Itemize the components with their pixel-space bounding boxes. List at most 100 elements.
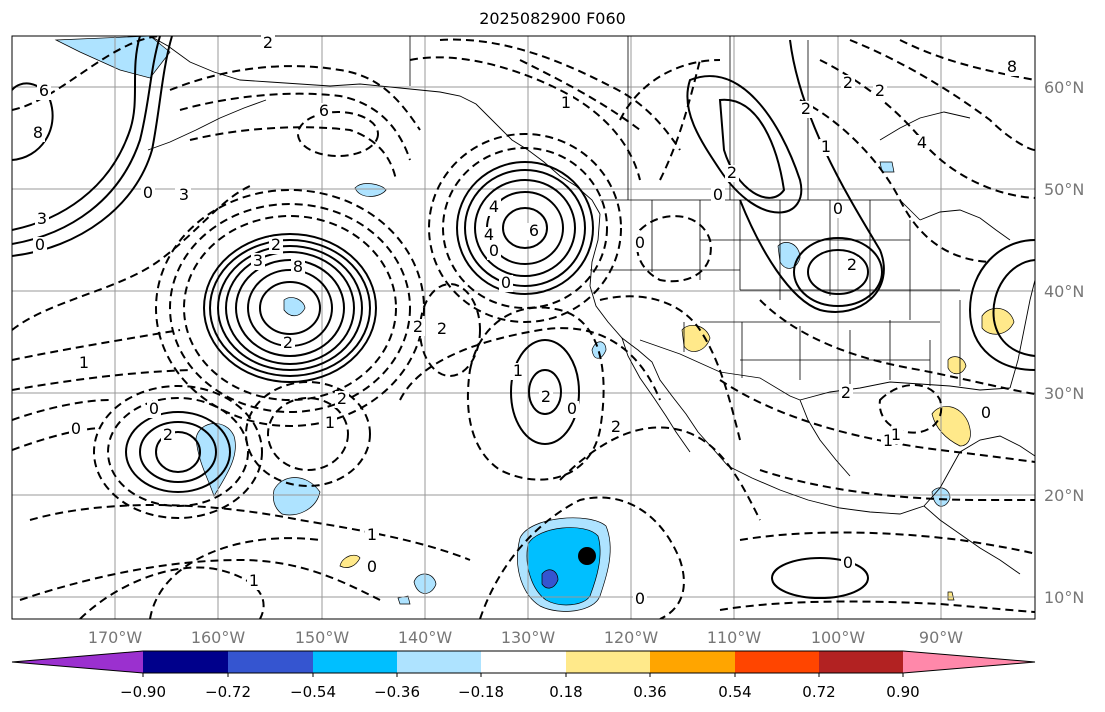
contour-label: 2 bbox=[283, 333, 293, 352]
coast-alaska bbox=[149, 36, 601, 215]
coast-gulf-west bbox=[799, 399, 851, 477]
colorbar-tick-label: 0.54 bbox=[718, 683, 751, 701]
contour-label-bg bbox=[839, 385, 853, 402]
contour-label-bg bbox=[1005, 59, 1019, 76]
dash-34 bbox=[619, 59, 721, 121]
contour-east-low-1 bbox=[807, 249, 869, 295]
colorbar-segment bbox=[313, 651, 397, 673]
contour-label: 1 bbox=[79, 353, 89, 372]
colorbar-segment bbox=[481, 651, 566, 673]
contour-label: 2 bbox=[437, 319, 447, 338]
gridlines bbox=[12, 36, 1035, 619]
contours-dashed bbox=[12, 36, 1035, 619]
contour-label: 0 bbox=[71, 419, 81, 438]
contour-label-bg bbox=[915, 135, 929, 152]
contour-label-bg bbox=[177, 187, 191, 204]
dash-45 bbox=[878, 384, 943, 434]
colorbar-tick-label: −0.90 bbox=[120, 683, 166, 701]
contour-label: 4 bbox=[484, 225, 494, 244]
contour-label-bg bbox=[499, 275, 513, 292]
shade-yellow-4 bbox=[931, 406, 971, 447]
contour-label-bg bbox=[33, 237, 47, 254]
contour-label-bg bbox=[37, 83, 51, 100]
contour-label: 1 bbox=[367, 525, 377, 544]
contour-low-center-7 bbox=[203, 233, 377, 383]
contour-label-bg bbox=[711, 187, 725, 204]
contour-label: 1 bbox=[891, 425, 901, 444]
contour-label: 6 bbox=[319, 101, 329, 120]
shade-yellow-1 bbox=[681, 324, 711, 352]
shade-nw-blue bbox=[54, 36, 171, 79]
longitude-labels: 170°W 160°W 150°W 140°W 130°W 120°W 110°W 100°W… bbox=[88, 628, 963, 647]
lat-label: 30°N bbox=[1044, 384, 1084, 403]
contour-label-bg bbox=[539, 389, 553, 406]
colorbar-tick-label: −0.18 bbox=[458, 683, 504, 701]
colorbar-tick-label: 0.72 bbox=[802, 683, 835, 701]
contour-label-bg bbox=[69, 421, 83, 438]
contour-low-center-6 bbox=[209, 239, 371, 377]
dash-21 bbox=[409, 56, 641, 181]
map-frame bbox=[11, 35, 1036, 620]
coast-mexico bbox=[727, 465, 925, 515]
map-panel bbox=[12, 36, 1035, 619]
dash-2 bbox=[169, 65, 421, 131]
shade-blue-right-1 bbox=[777, 242, 801, 269]
plot-title: 2025082900 F060 bbox=[479, 9, 626, 28]
contour-label: 0 bbox=[635, 589, 645, 608]
contour-label: 1 bbox=[821, 137, 831, 156]
contour-label-bg bbox=[335, 391, 349, 408]
lon-label: 90°W bbox=[919, 628, 963, 647]
dash-6 bbox=[12, 185, 251, 331]
shade-yellow-5 bbox=[339, 554, 361, 568]
colorbar-extend-low bbox=[12, 651, 143, 673]
contour-label-bg bbox=[979, 405, 993, 422]
dash-19 bbox=[442, 147, 608, 309]
borders bbox=[409, 36, 961, 401]
contour-label-bg bbox=[841, 75, 855, 92]
contour-label: 2 bbox=[337, 389, 347, 408]
contour-label: 2 bbox=[271, 235, 281, 254]
coast-baja bbox=[621, 337, 691, 453]
contour-label-bg bbox=[251, 253, 265, 270]
dash-15 bbox=[155, 189, 425, 427]
contour-label-bg bbox=[35, 211, 49, 228]
contour-label-bg bbox=[323, 415, 337, 432]
contour-labels: 2683020362468320402212012031201102001202… bbox=[31, 33, 1019, 608]
dash-24 bbox=[466, 306, 605, 481]
lon-label: 160°W bbox=[191, 628, 246, 647]
colorbar-segment bbox=[735, 651, 819, 673]
lon-label: 140°W bbox=[398, 628, 453, 647]
dash-16 bbox=[267, 397, 349, 471]
contour-label-bg bbox=[559, 95, 573, 112]
contour-label-bg bbox=[317, 103, 331, 120]
contour-label-bg bbox=[31, 125, 45, 142]
contour-label: 3 bbox=[253, 251, 263, 270]
colorbar: −0.90 −0.72 −0.54 −0.36 −0.18 0.18 0.36 0.54 0.7… bbox=[11, 650, 1036, 701]
colorbar-segment bbox=[228, 651, 313, 673]
contour-label-bg bbox=[845, 257, 859, 274]
contour-label: 0 bbox=[35, 235, 45, 254]
contour-label-bg bbox=[889, 427, 903, 444]
contour-low-center-4 bbox=[225, 251, 355, 365]
dash-28 bbox=[79, 566, 265, 619]
contour-label-bg bbox=[819, 139, 833, 156]
contour-label: 0 bbox=[713, 185, 723, 204]
latitude-labels: 60°N 50°N 40°N 30°N 20°N 10°N bbox=[1044, 78, 1084, 607]
contour-label-bg bbox=[141, 185, 155, 202]
shade-blue-small-1 bbox=[354, 183, 387, 197]
contour-label-bg bbox=[161, 427, 175, 444]
contour-label: 0 bbox=[567, 399, 577, 418]
dash-29 bbox=[149, 537, 321, 619]
lat-label: 20°N bbox=[1044, 486, 1084, 505]
colorbar-tick-label: −0.54 bbox=[290, 683, 336, 701]
contour-label: 0 bbox=[367, 557, 377, 576]
contour-label-bg bbox=[527, 223, 541, 240]
dash-42 bbox=[759, 469, 1035, 502]
dash-5 bbox=[297, 111, 379, 157]
contour-nw-1 bbox=[12, 36, 141, 231]
contour-label-bg bbox=[609, 419, 623, 436]
dash-38 bbox=[849, 39, 1035, 151]
contour-label: 0 bbox=[149, 399, 159, 418]
dash-3 bbox=[179, 92, 411, 161]
